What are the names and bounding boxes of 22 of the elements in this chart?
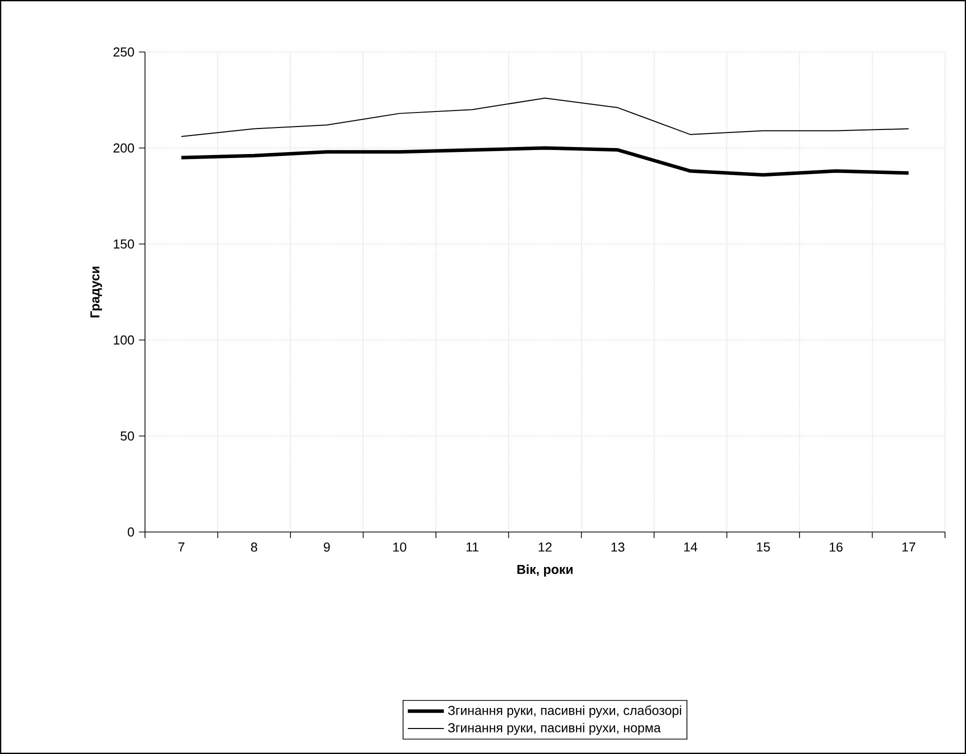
x-axis-title: Вік, роки [517, 564, 573, 577]
x-tick-label: 14 [684, 542, 698, 552]
x-tick-label: 10 [393, 542, 406, 552]
x-tick-label: 15 [756, 542, 770, 552]
y-tick-label: 250 [114, 47, 134, 57]
legend-label: Згинання руки, пасивні рухи, норма [448, 722, 661, 735]
y-tick-label: 100 [114, 335, 134, 345]
y-tick-label: 0 [128, 527, 134, 537]
line-series [180, 98, 910, 137]
x-tick-label: 9 [324, 542, 330, 552]
x-tick-label: 8 [251, 542, 258, 552]
x-tick-label: 7 [178, 542, 184, 552]
x-tick-label: 17 [902, 542, 916, 552]
y-tick-label: 50 [120, 431, 134, 441]
x-tick-label: 11 [466, 542, 478, 552]
x-tick-label: 13 [612, 542, 624, 552]
x-tick-label: 12 [538, 542, 552, 552]
y-tick-label: 150 [114, 239, 134, 249]
y-tick-label: 200 [114, 143, 134, 153]
x-tick-label: 16 [830, 542, 843, 552]
y-axis-title: Градуси [90, 266, 102, 318]
legend-label: Згинання руки, пасивні рухи, слабозорі [448, 705, 682, 718]
